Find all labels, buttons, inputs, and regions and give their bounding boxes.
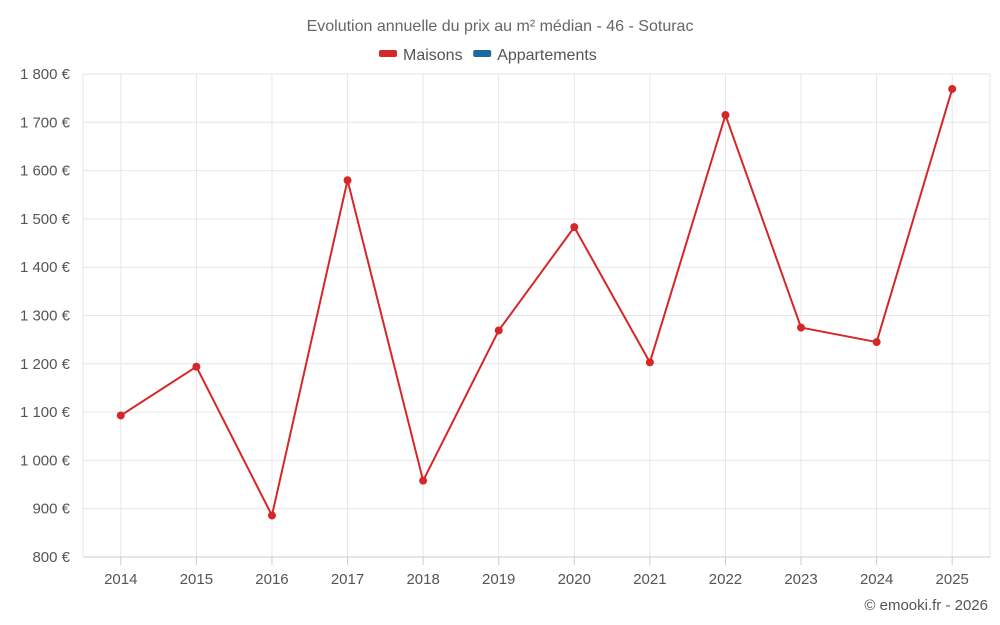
- y-tick-label: 1 100 €: [20, 404, 71, 421]
- y-tick-label: 1 500 €: [20, 211, 71, 228]
- data-point[interactable]: [267, 511, 276, 520]
- x-tick-label: 2018: [406, 571, 439, 588]
- legend-item-maisons[interactable]: Maisons: [379, 47, 463, 64]
- x-tick-label: 2025: [936, 571, 969, 588]
- data-point[interactable]: [192, 362, 201, 371]
- y-tick-label: 1 600 €: [20, 163, 71, 180]
- data-point[interactable]: [419, 476, 428, 485]
- data-point[interactable]: [797, 323, 806, 332]
- series-layer: [116, 84, 957, 520]
- x-tick-label: 2021: [633, 571, 666, 588]
- data-point[interactable]: [721, 111, 730, 120]
- data-point[interactable]: [570, 223, 579, 232]
- series-line-maisons: [120, 88, 954, 517]
- data-point[interactable]: [116, 411, 125, 420]
- x-tick-label: 2014: [104, 571, 137, 588]
- x-tick-label: 2023: [784, 571, 817, 588]
- x-tick-label: 2017: [331, 571, 364, 588]
- x-tick-label: 2020: [558, 571, 591, 588]
- x-tick-label: 2016: [255, 571, 288, 588]
- y-tick-label: 1 700 €: [20, 114, 71, 131]
- data-point[interactable]: [343, 176, 352, 185]
- y-tick-label: 1 400 €: [20, 259, 71, 276]
- legend-label: Appartements: [497, 47, 597, 64]
- grid: [82, 73, 991, 558]
- x-tick-label: 2024: [860, 571, 893, 588]
- legend-item-appartements[interactable]: Appartements: [473, 47, 597, 64]
- data-point[interactable]: [872, 338, 881, 347]
- y-tick-label: 1 000 €: [20, 452, 71, 469]
- y-tick-label: 1 200 €: [20, 356, 71, 373]
- axes: 800 € 900 € 1 000 € 1 100 € 1 200 € 1 300 € 1 …: [20, 66, 990, 588]
- x-tick-label: 2015: [180, 571, 213, 588]
- x-tick-label: 2019: [482, 571, 515, 588]
- chart-title: Evolution annuelle du prix au m² médian …: [307, 18, 694, 35]
- legend: Maisons Appartements: [379, 47, 597, 64]
- y-tick-label: 1 300 €: [20, 308, 71, 325]
- y-tick-label: 900 €: [32, 501, 70, 518]
- data-point[interactable]: [948, 84, 957, 93]
- data-point[interactable]: [494, 326, 503, 335]
- credit-text: © emooki.fr - 2026: [864, 597, 988, 614]
- x-tick-label: 2022: [709, 571, 742, 588]
- y-tick-label: 800 €: [32, 549, 70, 566]
- legend-label: Maisons: [403, 47, 463, 64]
- data-point[interactable]: [645, 358, 654, 367]
- y-tick-label: 1 800 €: [20, 66, 71, 83]
- legend-swatch: [473, 50, 492, 57]
- legend-swatch: [379, 50, 397, 57]
